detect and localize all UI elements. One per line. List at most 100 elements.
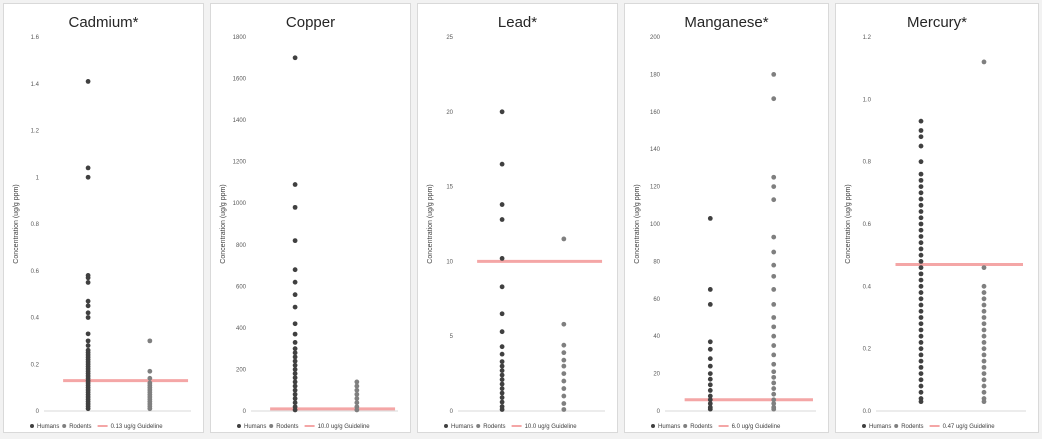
rodent-data-point bbox=[354, 391, 360, 397]
rodent-data-point bbox=[561, 236, 567, 242]
y-tick-label: 200 bbox=[650, 35, 661, 41]
rodent-data-point bbox=[771, 406, 777, 412]
human-data-point bbox=[918, 277, 924, 283]
rodent-data-point bbox=[561, 357, 567, 363]
rodent-data-point bbox=[981, 346, 987, 352]
y-tick-label: 10 bbox=[446, 259, 453, 265]
human-data-point bbox=[292, 387, 298, 393]
human-data-point bbox=[499, 381, 505, 387]
legend-rodents-marker bbox=[894, 424, 899, 428]
legend-humans-marker bbox=[862, 424, 866, 428]
legend-label: 0.47 ug/g Guideline bbox=[943, 424, 996, 430]
human-data-point bbox=[499, 359, 505, 365]
human-data-point bbox=[707, 382, 713, 388]
chart-title: Manganese* bbox=[684, 14, 768, 31]
human-data-point bbox=[707, 371, 713, 376]
human-data-point bbox=[707, 302, 713, 307]
legend-rodents-marker bbox=[62, 424, 67, 428]
human-data-point bbox=[499, 217, 505, 222]
human-data-point bbox=[85, 331, 91, 337]
human-data-point bbox=[499, 377, 505, 382]
rodent-data-point bbox=[147, 406, 153, 412]
rodent-data-point bbox=[771, 287, 777, 292]
y-tick-label: 0.6 bbox=[31, 269, 40, 275]
y-tick-label: 1400 bbox=[233, 118, 247, 124]
y-tick-label: 800 bbox=[236, 243, 247, 249]
human-data-point bbox=[918, 246, 924, 252]
rodent-data-point bbox=[981, 371, 987, 376]
legend-humans-marker bbox=[237, 424, 241, 428]
rodent-data-point bbox=[981, 377, 987, 383]
human-data-point bbox=[918, 227, 924, 233]
y-axis-label: Concentration (ug/g ppm) bbox=[634, 184, 641, 263]
human-data-point bbox=[707, 393, 713, 399]
chart-svg: Mercury* Concentration (ug/g ppm) 0.0 0.2 0.… bbox=[845, 14, 1026, 430]
human-data-point bbox=[499, 395, 505, 400]
legend-rodents-marker bbox=[683, 424, 688, 428]
y-tick-label: 15 bbox=[446, 185, 453, 191]
human-data-point bbox=[918, 321, 924, 327]
rodent-data-point bbox=[981, 383, 987, 389]
y-tick-label: 40 bbox=[653, 334, 660, 340]
human-data-point bbox=[85, 298, 91, 304]
human-data-point bbox=[918, 159, 924, 165]
human-data-point bbox=[85, 303, 91, 309]
chart-title: Cadmium* bbox=[68, 14, 138, 31]
human-data-point bbox=[918, 240, 924, 246]
human-data-point bbox=[918, 302, 924, 308]
human-data-point bbox=[918, 383, 924, 389]
human-data-point bbox=[499, 284, 505, 290]
legend-label: Humans bbox=[244, 424, 266, 430]
rodent-data-point bbox=[561, 363, 567, 369]
human-data-point bbox=[292, 292, 298, 298]
human-data-point bbox=[499, 372, 505, 378]
human-data-point bbox=[918, 252, 924, 258]
human-data-point bbox=[292, 391, 298, 397]
human-data-point bbox=[918, 290, 924, 295]
human-data-point bbox=[918, 196, 924, 202]
chart-svg: Copper Concentration (ug/g ppm) 0 200 400 600… bbox=[220, 14, 398, 430]
y-tick-label: 1.6 bbox=[31, 35, 40, 41]
y-tick-label: 0.2 bbox=[31, 362, 40, 368]
rodent-data-point bbox=[981, 327, 987, 333]
rodent-data-point bbox=[981, 358, 987, 364]
chart-svg: Manganese* Concentration (ug/g ppm) 0 20 40 6… bbox=[634, 14, 816, 430]
y-tick-label: 1800 bbox=[233, 35, 247, 41]
human-data-point bbox=[918, 399, 924, 405]
rodent-data-point bbox=[981, 296, 987, 302]
rodent-data-point bbox=[771, 397, 777, 403]
rodent-data-point bbox=[771, 72, 777, 77]
legend-label: Rodents bbox=[69, 424, 91, 430]
human-data-point bbox=[292, 354, 298, 360]
y-tick-label: 0 bbox=[36, 409, 40, 415]
human-data-point bbox=[918, 190, 924, 196]
human-data-point bbox=[707, 339, 713, 345]
human-data-point bbox=[85, 343, 91, 348]
human-data-point bbox=[918, 271, 924, 277]
human-data-point bbox=[499, 344, 505, 350]
human-data-point bbox=[499, 256, 505, 261]
legend-rodents-marker bbox=[269, 424, 274, 428]
rodent-data-point bbox=[771, 333, 777, 339]
rodent-data-point bbox=[981, 364, 987, 370]
legend-label: Rodents bbox=[901, 424, 923, 430]
rodent-data-point bbox=[981, 399, 987, 405]
y-tick-label: 1.2 bbox=[863, 35, 872, 41]
rodent-data-point bbox=[561, 386, 567, 391]
y-tick-label: 600 bbox=[236, 284, 247, 290]
human-data-point bbox=[499, 368, 505, 374]
rodent-data-point bbox=[771, 302, 777, 307]
y-tick-label: 0.8 bbox=[863, 160, 872, 166]
human-data-point bbox=[292, 55, 298, 61]
human-data-point bbox=[292, 407, 298, 413]
human-data-point bbox=[918, 296, 924, 302]
y-tick-label: 1000 bbox=[233, 201, 247, 207]
y-tick-label: 1.0 bbox=[863, 97, 872, 103]
legend-label: Rodents bbox=[483, 424, 505, 430]
rodent-data-point bbox=[771, 401, 777, 406]
human-data-point bbox=[499, 329, 505, 335]
human-data-point bbox=[499, 407, 505, 412]
human-data-point bbox=[707, 388, 713, 393]
chart-title: Mercury* bbox=[907, 14, 967, 31]
y-tick-label: 0 bbox=[657, 409, 661, 415]
